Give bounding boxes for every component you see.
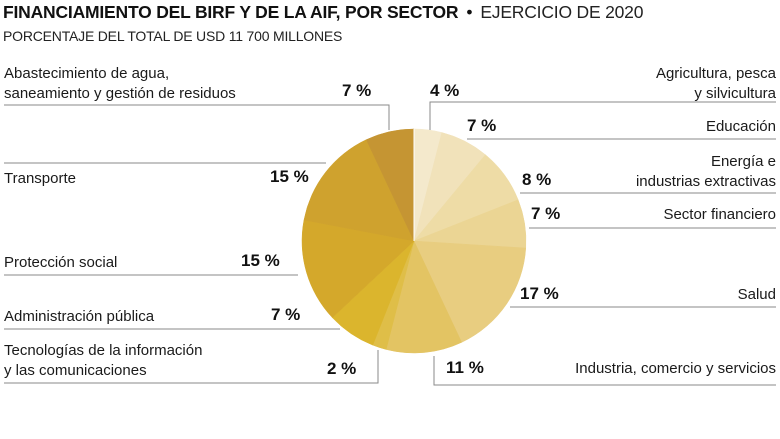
pct-label-transporte: 15 % bbox=[270, 167, 309, 186]
label-line: Industria, comercio y servicios bbox=[575, 360, 776, 377]
label-line: Transporte bbox=[4, 170, 76, 187]
pct-label-educacion: 7 % bbox=[467, 116, 497, 135]
label-line: saneamiento y gestión de residuos bbox=[4, 85, 236, 102]
slice-label-tic: Tecnologías de la información y las comu… bbox=[4, 341, 202, 381]
pie-slice-8 bbox=[301, 219, 415, 319]
pct-label-proteccion: 15 % bbox=[241, 251, 280, 270]
pct-label-salud: 17 % bbox=[520, 284, 559, 303]
slice-label-agricultura: Agricultura, pesca y silvicultura bbox=[656, 64, 776, 104]
label-line: Educación bbox=[705, 118, 776, 135]
slice-label-industria: Industria, comercio y servicios bbox=[575, 359, 776, 379]
pie-slice-4 bbox=[413, 240, 527, 343]
pct-label-industria: 11 % bbox=[446, 358, 484, 377]
chart-period: EJERCICIO DE 2020 bbox=[480, 2, 644, 22]
slice-label-energia: Energía e industrias extractivas bbox=[636, 152, 776, 192]
slice-label-educacion: Educación bbox=[706, 117, 776, 137]
pie-slices bbox=[301, 128, 527, 354]
slice-label-agua: Abastecimiento de agua, saneamiento y ge… bbox=[4, 64, 236, 104]
label-line: Energía e bbox=[710, 153, 776, 170]
slice-label-transporte: Transporte bbox=[4, 169, 76, 189]
leader-line-tic bbox=[4, 350, 379, 384]
pct-label-agua: 7 % bbox=[342, 81, 372, 100]
label-line: Administración pública bbox=[4, 308, 155, 325]
leader-line-industria bbox=[433, 356, 776, 386]
slice-label-financiero: Sector financiero bbox=[663, 205, 776, 225]
pct-label-financiero: 7 % bbox=[531, 204, 561, 223]
label-line: Abastecimiento de agua, bbox=[4, 65, 170, 82]
label-line: y silvicultura bbox=[694, 85, 776, 102]
label-line: Tecnologías de la información bbox=[4, 342, 203, 359]
leader-line-agua bbox=[4, 104, 390, 130]
pct-label-administracion: 7 % bbox=[271, 305, 301, 324]
pie-slice-9 bbox=[303, 139, 415, 242]
label-line: Agricultura, pesca bbox=[655, 65, 776, 82]
label-line: Sector financiero bbox=[663, 206, 776, 223]
pie-slice-5 bbox=[385, 240, 463, 354]
pct-label-agricultura: 4 % bbox=[430, 81, 460, 100]
label-line: Protección social bbox=[4, 254, 118, 271]
label-line: industrias extractivas bbox=[635, 173, 776, 190]
slice-label-administracion: Administración pública bbox=[4, 307, 154, 327]
chart-title-main: FINANCIAMIENTO DEL BIRF Y DE LA AIF, POR… bbox=[3, 2, 459, 22]
pct-label-energia: 8 % bbox=[522, 170, 552, 189]
title-separator: • bbox=[466, 2, 473, 22]
label-line: y las comunicaciones bbox=[4, 362, 147, 379]
label-line: Salud bbox=[737, 286, 776, 303]
slice-label-salud: Salud bbox=[738, 285, 776, 305]
pct-label-tic: 2 % bbox=[327, 359, 357, 378]
leader-lines bbox=[4, 101, 776, 386]
leader-line-agricultura bbox=[429, 101, 776, 130]
chart-title: FINANCIAMIENTO DEL BIRF Y DE LA AIF, POR… bbox=[3, 2, 643, 23]
slice-label-proteccion: Protección social bbox=[4, 253, 117, 273]
chart-subtitle: PORCENTAJE DEL TOTAL DE USD 11 700 MILLO… bbox=[3, 28, 343, 44]
